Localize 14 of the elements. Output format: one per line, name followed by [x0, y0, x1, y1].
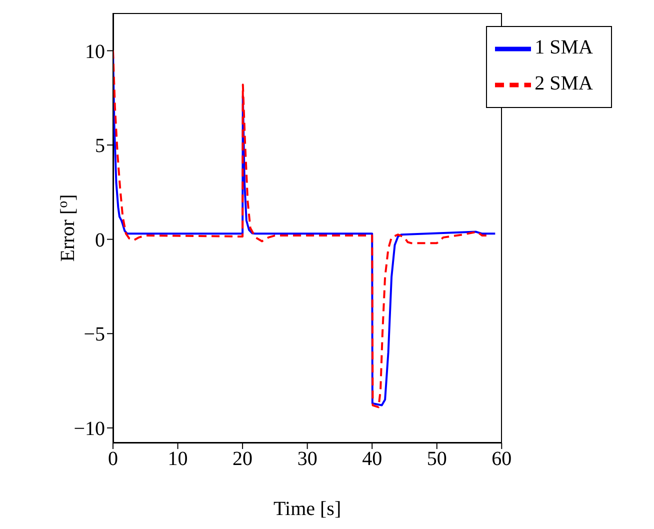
y-tick-label: 5 — [95, 135, 105, 158]
x-tick-label: 60 — [492, 448, 512, 470]
x-tick-label: 20 — [232, 448, 253, 470]
legend-label: 2 SMA — [534, 72, 593, 95]
x-tick-label: 30 — [297, 448, 318, 470]
y-tick-label: −10 — [74, 418, 105, 440]
legend-label: 1 SMA — [534, 36, 593, 59]
x-tick-label: 10 — [168, 448, 188, 470]
x-tick-label: 40 — [362, 448, 382, 470]
x-axis-title: Time [s] — [274, 498, 342, 520]
y-tick-label: −5 — [84, 324, 105, 346]
y-tick-label: 0 — [95, 229, 105, 252]
y-tick-label: 10 — [85, 40, 105, 63]
x-tick-label: 50 — [426, 448, 447, 470]
